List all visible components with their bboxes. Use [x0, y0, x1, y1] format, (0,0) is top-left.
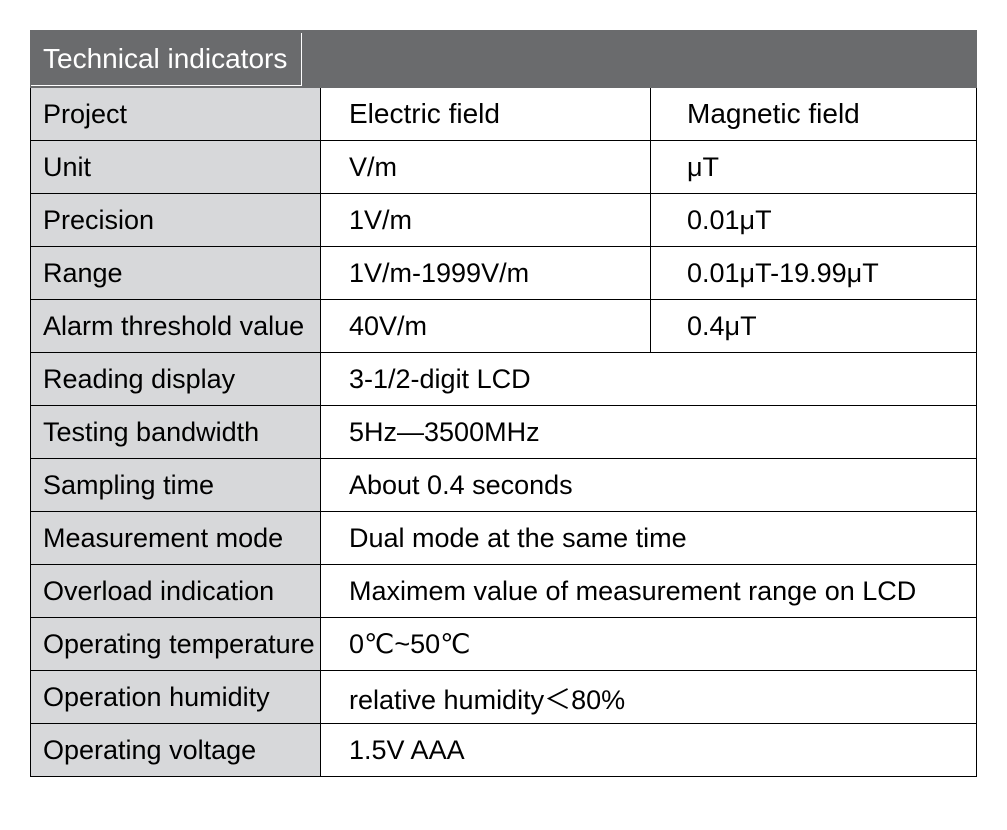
table-title-row: Technical indicators	[31, 31, 977, 88]
row-label: Range	[31, 247, 321, 300]
row-label: Operating temperature	[31, 618, 321, 671]
row-label: Operation humidity	[31, 671, 321, 724]
table-row: Unit V/m μT	[31, 141, 977, 194]
row-value: 0℃~50℃	[321, 618, 977, 671]
row-value: Dual mode at the same time	[321, 512, 977, 565]
table-row: Overload indication Maximem value of mea…	[31, 565, 977, 618]
row-value: About 0.4 seconds	[321, 459, 977, 512]
table-row: Operating temperature 0℃~50℃	[31, 618, 977, 671]
row-value-magnetic: 0.01μT-19.99μT	[651, 247, 977, 300]
row-label: Measurement mode	[31, 512, 321, 565]
row-value: 1.5V AAA	[321, 724, 977, 777]
row-label: Reading display	[31, 353, 321, 406]
row-value: 3-1/2-digit LCD	[321, 353, 977, 406]
table-row: Testing bandwidth 5Hz—3500MHz	[31, 406, 977, 459]
row-label: Testing bandwidth	[31, 406, 321, 459]
technical-indicators-table: Technical indicators Project Electric fi…	[30, 30, 977, 777]
table-row: Operating voltage 1.5V AAA	[31, 724, 977, 777]
row-value-electric: 1V/m-1999V/m	[321, 247, 651, 300]
col-header-electric: Electric field	[321, 88, 651, 141]
row-value-magnetic: 0.01μT	[651, 194, 977, 247]
col-header-label: Project	[31, 88, 321, 141]
table-row: Alarm threshold value 40V/m 0.4μT	[31, 300, 977, 353]
row-value: Maximem value of measurement range on LC…	[321, 565, 977, 618]
row-label: Sampling time	[31, 459, 321, 512]
row-label: Precision	[31, 194, 321, 247]
row-value-electric: 1V/m	[321, 194, 651, 247]
row-value-electric: V/m	[321, 141, 651, 194]
table-row: Measurement mode Dual mode at the same t…	[31, 512, 977, 565]
table-row: Reading display 3-1/2-digit LCD	[31, 353, 977, 406]
row-value-magnetic: 0.4μT	[651, 300, 977, 353]
table-title: Technical indicators	[31, 33, 302, 86]
table-row: Range 1V/m-1999V/m 0.01μT-19.99μT	[31, 247, 977, 300]
table-row: Operation humidity relative humidity＜80%	[31, 671, 977, 724]
row-label: Operating voltage	[31, 724, 321, 777]
row-value: relative humidity＜80%	[321, 671, 977, 724]
table-row: Precision 1V/m 0.01μT	[31, 194, 977, 247]
row-label: Unit	[31, 141, 321, 194]
row-value: 5Hz—3500MHz	[321, 406, 977, 459]
row-value-electric: 40V/m	[321, 300, 651, 353]
col-header-magnetic: Magnetic field	[651, 88, 977, 141]
row-value-magnetic: μT	[651, 141, 977, 194]
row-label: Alarm threshold value	[31, 300, 321, 353]
column-header-row: Project Electric field Magnetic field	[31, 88, 977, 141]
row-label: Overload indication	[31, 565, 321, 618]
table-row: Sampling time About 0.4 seconds	[31, 459, 977, 512]
